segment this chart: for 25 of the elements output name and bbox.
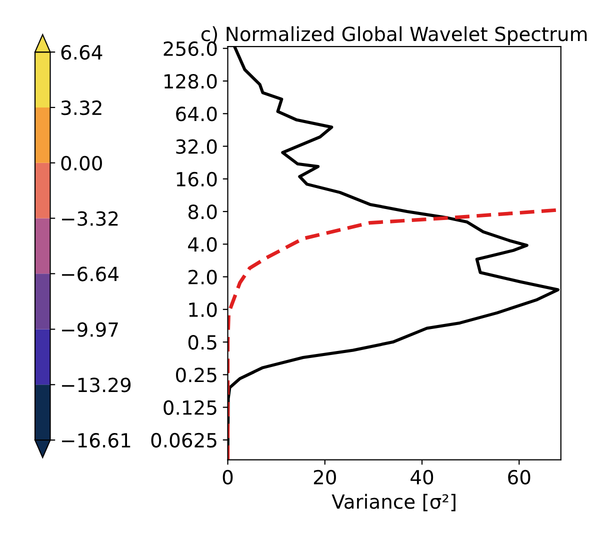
y-tick-label: 1.0 xyxy=(189,302,217,318)
color-bar-label: −16.61 xyxy=(62,433,130,448)
y-tick-label: 0.125 xyxy=(164,400,216,415)
x-tick-label: 60 xyxy=(508,470,530,485)
x-tick-label: 20 xyxy=(314,470,336,485)
y-tick-label: 8.0 xyxy=(188,204,217,220)
color-bar-label: −6.64 xyxy=(62,266,118,282)
y-tick-label: 16.0 xyxy=(176,172,217,187)
y-tick-label: 0.5 xyxy=(188,334,216,350)
y-tick-label: 128.0 xyxy=(164,74,217,89)
y-tick-label: 0.25 xyxy=(176,368,216,382)
y-tick-label: 32.0 xyxy=(176,139,217,154)
x-tick-label: 0 xyxy=(222,470,233,485)
y-tick-label: 64.0 xyxy=(176,106,217,122)
y-tick-label: 0.0625 xyxy=(151,432,216,448)
color-bar-label: 3.32 xyxy=(61,100,102,116)
color-bar-label: −9.97 xyxy=(62,322,118,337)
color-bar-label: −13.29 xyxy=(62,378,131,392)
color-bar-label: 0.00 xyxy=(61,156,102,171)
color-bar-label: 6.64 xyxy=(61,45,102,60)
color-bar-label: −3.32 xyxy=(62,211,118,226)
y-tick-label: 4.0 xyxy=(188,237,217,252)
x-axis-title: Variance [σ²] xyxy=(332,494,456,512)
y-tick-label: 2.0 xyxy=(188,270,217,284)
x-tick-label: 40 xyxy=(410,470,434,485)
